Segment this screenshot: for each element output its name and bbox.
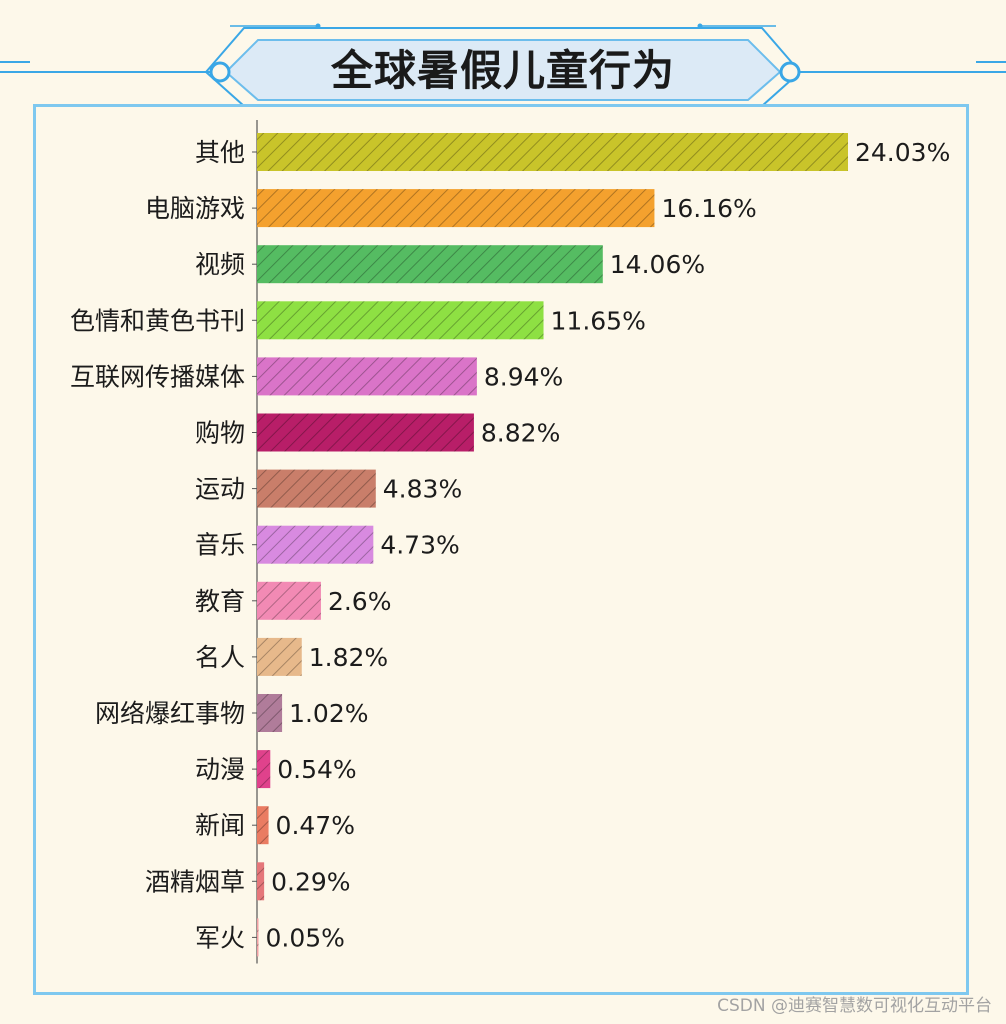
bar-3 [257, 301, 544, 340]
value-label: 24.03% [855, 138, 950, 167]
bar-0 [257, 133, 848, 171]
bar-10 [257, 694, 283, 732]
value-label: 4.83% [383, 475, 462, 504]
bar-1 [257, 189, 655, 228]
value-label: 4.73% [380, 531, 459, 560]
value-label: 14.06% [610, 250, 705, 279]
value-label: 8.82% [481, 419, 560, 448]
value-label: 11.65% [551, 306, 646, 335]
bar-5 [257, 413, 474, 452]
value-label: 2.6% [328, 587, 392, 616]
value-label: 16.16% [661, 194, 756, 223]
bar-12 [257, 806, 269, 845]
category-label: 酒精烟草 [145, 867, 245, 896]
chart-title: 全球暑假儿童行为 [330, 46, 675, 95]
value-label: 8.94% [484, 362, 563, 391]
category-label: 色情和黄色书刊 [70, 306, 245, 335]
category-label: 电脑游戏 [145, 194, 245, 223]
bar-11 [257, 750, 271, 789]
category-label: 视频 [195, 250, 245, 279]
category-label: 运动 [195, 475, 245, 504]
category-label: 军火 [195, 923, 245, 952]
category-label: 动漫 [195, 755, 245, 784]
bar-14 [257, 918, 259, 957]
category-label: 网络爆红事物 [95, 699, 245, 728]
category-label: 教育 [195, 587, 245, 616]
value-label: 1.82% [309, 643, 388, 672]
bar-6 [257, 469, 376, 508]
value-label: 0.54% [277, 755, 356, 784]
bar-7 [257, 525, 374, 564]
category-label: 互联网传播媒体 [70, 362, 245, 391]
category-label: 名人 [195, 643, 245, 672]
category-label: 购物 [195, 419, 245, 448]
bar-9 [257, 637, 302, 676]
value-label: 0.47% [276, 811, 355, 840]
watermark: CSDN @迪赛智慧数可视化互动平台 [717, 996, 992, 1016]
value-label: 0.29% [271, 867, 350, 896]
bar-4 [257, 357, 477, 396]
chart-frame [33, 104, 969, 995]
bar-8 [257, 581, 321, 620]
category-label: 新闻 [195, 811, 245, 840]
category-label: 其他 [195, 138, 245, 167]
bar-13 [257, 862, 265, 901]
title-decoration [0, 23, 1006, 107]
value-label: 0.05% [266, 923, 345, 952]
bar-2 [257, 245, 603, 284]
category-label: 音乐 [195, 531, 245, 560]
value-label: 1.02% [289, 699, 368, 728]
